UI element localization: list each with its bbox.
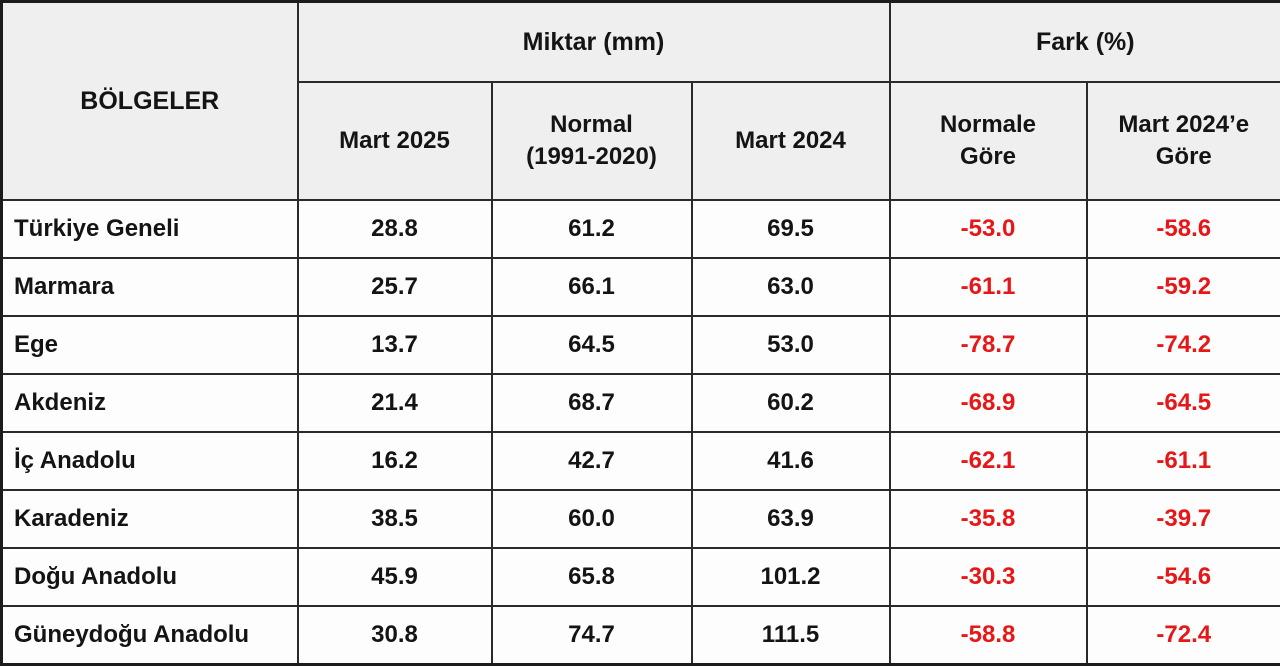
- value-cell: 16.2: [298, 432, 492, 490]
- region-cell: Güneydoğu Anadolu: [2, 606, 298, 664]
- value-cell: 53.0: [692, 316, 890, 374]
- column-header-mart-2025: Mart 2025: [298, 82, 492, 200]
- region-cell: Akdeniz: [2, 374, 298, 432]
- value-cell: 45.9: [298, 548, 492, 606]
- table-body: Türkiye Geneli 28.8 61.2 69.5 -53.0 -58.…: [2, 200, 1280, 664]
- value-cell: 38.5: [298, 490, 492, 548]
- table-row: Doğu Anadolu 45.9 65.8 101.2 -30.3 -54.6: [2, 548, 1280, 606]
- diff-cell: -62.1: [890, 432, 1087, 490]
- diff-cell: -39.7: [1087, 490, 1280, 548]
- column-header-normal-1991-2020: Normal (1991-2020): [492, 82, 692, 200]
- value-cell: 21.4: [298, 374, 492, 432]
- column-header-line: Normale: [891, 109, 1086, 141]
- table-row: Karadeniz 38.5 60.0 63.9 -35.8 -39.7: [2, 490, 1280, 548]
- diff-cell: -54.6: [1087, 548, 1280, 606]
- table-row: Türkiye Geneli 28.8 61.2 69.5 -53.0 -58.…: [2, 200, 1280, 258]
- diff-cell: -64.5: [1087, 374, 1280, 432]
- diff-cell: -58.8: [890, 606, 1087, 664]
- diff-cell: -72.4: [1087, 606, 1280, 664]
- region-cell: Ege: [2, 316, 298, 374]
- column-header-line: Mart 2024’e: [1088, 109, 1280, 141]
- group-header-row: BÖLGELER Miktar (mm) Fark (%): [2, 2, 1280, 83]
- table-row: Ege 13.7 64.5 53.0 -78.7 -74.2: [2, 316, 1280, 374]
- value-cell: 66.1: [492, 258, 692, 316]
- table-row: Akdeniz 21.4 68.7 60.2 -68.9 -64.5: [2, 374, 1280, 432]
- diff-cell: -78.7: [890, 316, 1087, 374]
- group-header-amount-mm: Miktar (mm): [298, 2, 890, 83]
- group-header-difference-pct: Fark (%): [890, 2, 1280, 83]
- column-header-vs-normal: Normale Göre: [890, 82, 1087, 200]
- value-cell: 60.2: [692, 374, 890, 432]
- value-cell: 63.0: [692, 258, 890, 316]
- diff-cell: -68.9: [890, 374, 1087, 432]
- value-cell: 60.0: [492, 490, 692, 548]
- diff-cell: -58.6: [1087, 200, 1280, 258]
- diff-cell: -74.2: [1087, 316, 1280, 374]
- table-row: Marmara 25.7 66.1 63.0 -61.1 -59.2: [2, 258, 1280, 316]
- region-cell: Türkiye Geneli: [2, 200, 298, 258]
- table-row: Güneydoğu Anadolu 30.8 74.7 111.5 -58.8 …: [2, 606, 1280, 664]
- value-cell: 13.7: [298, 316, 492, 374]
- column-header-line: Mart 2025: [299, 125, 491, 157]
- value-cell: 28.8: [298, 200, 492, 258]
- column-header-mart-2024: Mart 2024: [692, 82, 890, 200]
- value-cell: 61.2: [492, 200, 692, 258]
- column-header-line: Göre: [891, 141, 1086, 173]
- value-cell: 63.9: [692, 490, 890, 548]
- region-cell: İç Anadolu: [2, 432, 298, 490]
- value-cell: 65.8: [492, 548, 692, 606]
- diff-cell: -53.0: [890, 200, 1087, 258]
- regions-column-header: BÖLGELER: [2, 2, 298, 201]
- value-cell: 68.7: [492, 374, 692, 432]
- value-cell: 30.8: [298, 606, 492, 664]
- table-row: İç Anadolu 16.2 42.7 41.6 -62.1 -61.1: [2, 432, 1280, 490]
- value-cell: 74.7: [492, 606, 692, 664]
- value-cell: 64.5: [492, 316, 692, 374]
- diff-cell: -35.8: [890, 490, 1087, 548]
- column-header-line: (1991-2020): [493, 141, 691, 173]
- column-header-vs-mart-2024: Mart 2024’e Göre: [1087, 82, 1280, 200]
- diff-cell: -61.1: [890, 258, 1087, 316]
- diff-cell: -30.3: [890, 548, 1087, 606]
- value-cell: 25.7: [298, 258, 492, 316]
- value-cell: 111.5: [692, 606, 890, 664]
- column-header-line: Göre: [1088, 141, 1280, 173]
- value-cell: 69.5: [692, 200, 890, 258]
- region-cell: Karadeniz: [2, 490, 298, 548]
- diff-cell: -61.1: [1087, 432, 1280, 490]
- value-cell: 42.7: [492, 432, 692, 490]
- diff-cell: -59.2: [1087, 258, 1280, 316]
- table-header: BÖLGELER Miktar (mm) Fark (%) Mart 2025 …: [2, 2, 1280, 201]
- region-cell: Doğu Anadolu: [2, 548, 298, 606]
- value-cell: 41.6: [692, 432, 890, 490]
- value-cell: 101.2: [692, 548, 890, 606]
- column-header-line: Normal: [493, 109, 691, 141]
- region-cell: Marmara: [2, 258, 298, 316]
- column-header-line: Mart 2024: [693, 125, 889, 157]
